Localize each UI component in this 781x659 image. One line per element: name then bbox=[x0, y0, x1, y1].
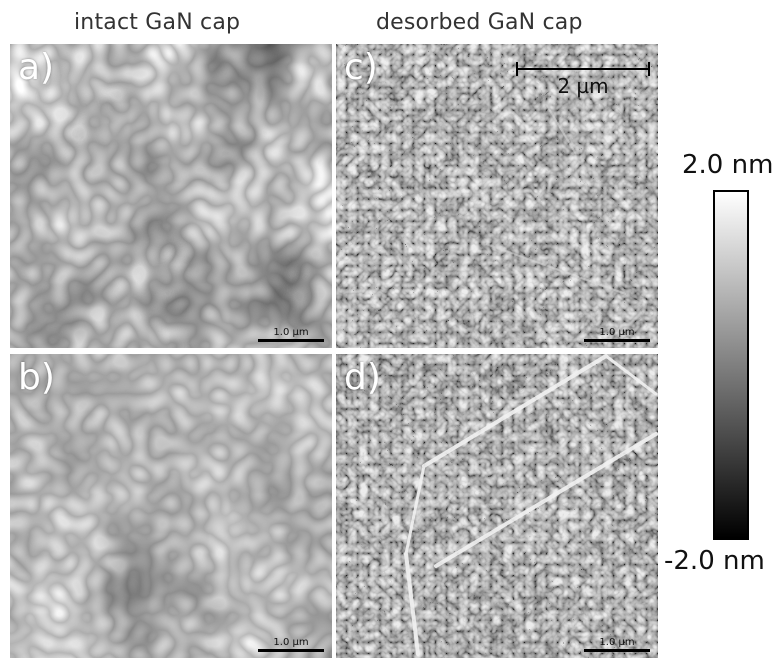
panel-c-image: c) 1.0 µm bbox=[336, 44, 658, 348]
panel-a-image: a) 1.0 µm bbox=[10, 44, 332, 348]
panel-c-label: c) bbox=[344, 47, 378, 88]
panel-b-scale-label: 1.0 µm bbox=[273, 637, 309, 648]
title-intact: intact GaN cap bbox=[74, 10, 241, 35]
top-scalebar: 2 µm bbox=[516, 62, 650, 98]
panel-d-scale-label: 1.0 µm bbox=[599, 637, 635, 648]
colorbar-min-label: -2.0 nm bbox=[664, 546, 765, 576]
title-desorbed: desorbed GaN cap bbox=[376, 10, 583, 35]
colorbar bbox=[713, 190, 749, 540]
panel-c-scalebar: 1.0 µm bbox=[584, 328, 650, 342]
panel-a-scale-label: 1.0 µm bbox=[273, 327, 309, 338]
panel-b-image: b) 1.0 µm bbox=[10, 354, 332, 658]
colorbar-max-label: 2.0 nm bbox=[682, 150, 774, 180]
panel-d-label: d) bbox=[344, 357, 381, 398]
panel-a-scalebar: 1.0 µm bbox=[258, 328, 324, 342]
panel-d-image: d) 1.0 µm bbox=[336, 354, 658, 658]
panel-b-label: b) bbox=[18, 357, 55, 398]
panel-c-scale-label: 1.0 µm bbox=[599, 327, 635, 338]
panel-b-scalebar: 1.0 µm bbox=[258, 638, 324, 652]
top-scale-label: 2 µm bbox=[557, 74, 609, 98]
panel-d-scalebar: 1.0 µm bbox=[584, 638, 650, 652]
panel-a-label: a) bbox=[18, 47, 55, 88]
